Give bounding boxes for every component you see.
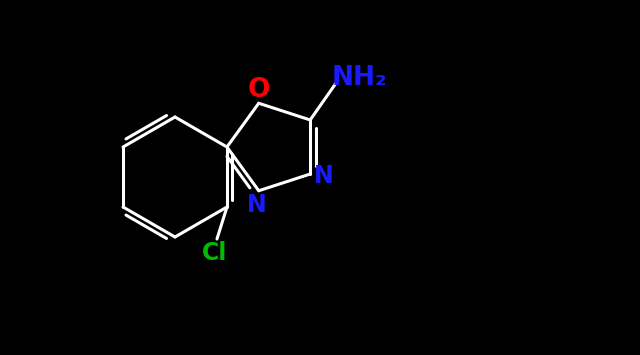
Text: N: N xyxy=(247,193,267,217)
Text: N: N xyxy=(314,164,334,188)
Text: O: O xyxy=(248,77,270,103)
Text: NH₂: NH₂ xyxy=(332,65,387,91)
Text: Cl: Cl xyxy=(202,241,228,265)
